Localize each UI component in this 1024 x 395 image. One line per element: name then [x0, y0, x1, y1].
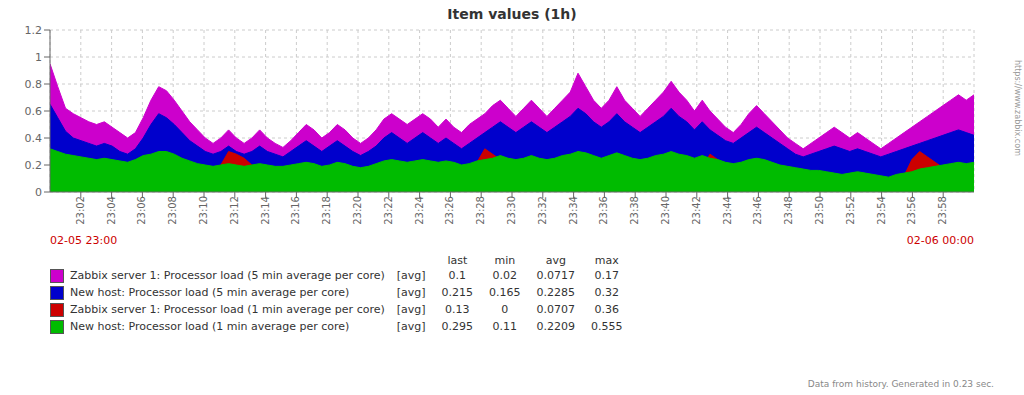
svg-text:23:14: 23:14: [260, 196, 271, 225]
svg-text:23:54: 23:54: [876, 196, 887, 225]
html-text:Zabbix server 1: Processor loa: Zabbix server 1: Processor load (1 min a…: [70, 303, 385, 316]
html-text:0.13: 0.13: [445, 303, 470, 316]
svg-text:1.2: 1.2: [25, 24, 43, 37]
svg-text:23:20: 23:20: [352, 196, 363, 225]
svg-text:23:46: 23:46: [753, 196, 764, 225]
svg-text:23:08: 23:08: [167, 196, 178, 225]
html-text:New host: Processor load (5 mi: New host: Processor load (5 min average …: [70, 286, 350, 299]
html-text:New host: Processor load (1 mi: New host: Processor load (1 min average …: [70, 320, 350, 333]
svg-text:0.4: 0.4: [25, 132, 43, 145]
html-text:[avg]: [avg]: [396, 303, 426, 316]
html-text:0.36: 0.36: [594, 303, 620, 316]
html-text:https://www.zabbix.com: https://www.zabbix.com: [1013, 60, 1022, 156]
html-text:0: 0: [501, 303, 509, 316]
svg-text:23:38: 23:38: [629, 196, 640, 225]
html-text:0.555: 0.555: [591, 320, 623, 333]
html-text:0.1: 0.1: [448, 269, 467, 282]
html-text:0.0717: 0.0717: [536, 269, 576, 282]
svg-text:23:52: 23:52: [845, 196, 856, 225]
html-text:avg: avg: [545, 254, 566, 267]
svg-text:23:06: 23:06: [137, 196, 148, 225]
svg-text:23:40: 23:40: [660, 196, 671, 225]
svg-text:23:34: 23:34: [568, 196, 579, 225]
html-text:0.0707: 0.0707: [536, 303, 576, 316]
svg-text:23:12: 23:12: [229, 196, 240, 225]
svg-text:23:56: 23:56: [907, 196, 918, 225]
html-text:Zabbix server 1: Processor loa: Zabbix server 1: Processor load (5 min a…: [70, 269, 385, 282]
html-text:Data from history. Generated i: Data from history. Generated in 0.23 sec…: [807, 379, 994, 389]
svg-text:23:16: 23:16: [291, 196, 302, 225]
html-text:0.32: 0.32: [594, 286, 620, 299]
html-text:0.215: 0.215: [441, 286, 474, 299]
svg-text:23:30: 23:30: [506, 196, 517, 225]
html-text:[avg]: [avg]: [396, 269, 426, 282]
svg-text:0: 0: [35, 186, 42, 199]
svg-text:23:36: 23:36: [599, 196, 610, 225]
html-text:min: min: [494, 254, 516, 267]
html-text:0.11: 0.11: [492, 320, 518, 333]
html-text:02-06 00:00: 02-06 00:00: [906, 234, 974, 247]
html-text:last: last: [447, 254, 468, 267]
html-text:0.02: 0.02: [492, 269, 518, 282]
html-text:Item values (1h): Item values (1h): [447, 6, 577, 22]
svg-text:23:28: 23:28: [475, 196, 486, 225]
html-text:[avg]: [avg]: [396, 320, 426, 333]
html-text:0.295: 0.295: [441, 320, 474, 333]
svg-text:23:10: 23:10: [198, 196, 209, 225]
svg-text:1: 1: [35, 51, 42, 64]
svg-text:23:02: 23:02: [75, 196, 86, 225]
html-text:02-05 23:00: 02-05 23:00: [50, 234, 118, 247]
svg-text:23:24: 23:24: [414, 196, 425, 225]
svg-text:23:26: 23:26: [445, 196, 456, 225]
html-text:max: max: [594, 254, 619, 267]
svg-text:23:44: 23:44: [722, 196, 733, 225]
svg-text:23:42: 23:42: [691, 196, 702, 225]
svg-text:0.2: 0.2: [25, 159, 43, 172]
svg-text:23:04: 23:04: [106, 196, 117, 225]
svg-text:23:50: 23:50: [814, 196, 825, 225]
html-text:0.165: 0.165: [489, 286, 521, 299]
html-text:[avg]: [avg]: [396, 286, 426, 299]
svg-text:23:22: 23:22: [383, 196, 394, 225]
html-text:0.2209: 0.2209: [536, 320, 576, 333]
html-text:0.2285: 0.2285: [536, 286, 576, 299]
svg-text:23:32: 23:32: [537, 196, 548, 225]
svg-text:23:18: 23:18: [321, 196, 332, 225]
svg-text:23:48: 23:48: [783, 196, 794, 225]
html-text:0.17: 0.17: [594, 269, 620, 282]
svg-text:0.6: 0.6: [25, 105, 43, 118]
svg-text:0.8: 0.8: [25, 78, 43, 91]
svg-text:23:58: 23:58: [937, 196, 948, 225]
